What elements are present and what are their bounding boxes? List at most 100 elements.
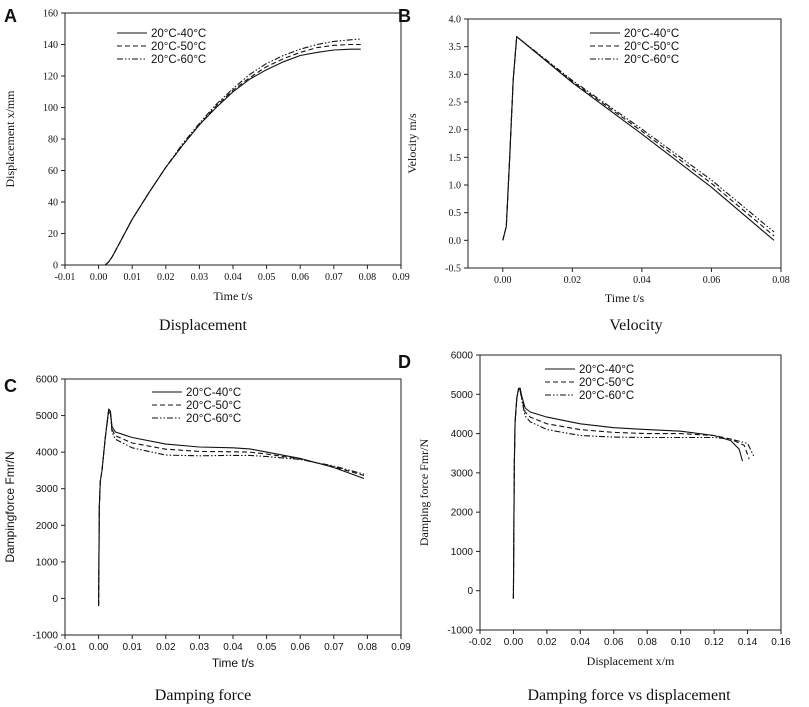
panel-b-x-axis-label: Time t/s	[605, 291, 645, 305]
panel-a-x-tick-label: 0.03	[191, 272, 209, 283]
panel-c-y-tick-label: -1000	[32, 631, 58, 642]
panel-b-x-tick-label: 0.04	[633, 275, 651, 286]
panel-c-y-tick-label: 3000	[36, 484, 59, 495]
panel-d-plot-frame	[479, 354, 782, 631]
panel-a-legend-label-3: 20°C-60°C	[151, 54, 206, 66]
panel-d-x-axis-label: Displacement x/m	[587, 654, 675, 668]
panel-d-y-tick-label: -1000	[447, 626, 473, 637]
panel-a-letter: A	[4, 6, 17, 26]
panel-a-plot-frame	[64, 12, 402, 266]
panel-c-series-line-2	[98, 409, 365, 606]
panel-c-x-tick-label: 0.00	[89, 642, 109, 653]
panel-a-x-tick-label: 0.07	[325, 272, 343, 283]
panel-a-y-tick-label: 20	[48, 229, 58, 240]
panel-a-y-tick-label: 80	[48, 135, 58, 146]
panel-a-x-tick-label: 0.05	[258, 272, 276, 283]
panel-d-x-tick-label: 0.10	[671, 637, 691, 648]
panel-c-series-line-3	[98, 410, 365, 606]
panel-d-x-tick-label: 0.04	[571, 637, 591, 648]
panel-b-legend-label-2: 20°C-50°C	[624, 41, 679, 53]
panel-b-legend-label-1: 20°C-40°C	[624, 28, 679, 40]
panel-b-y-tick-label: -0.5	[445, 264, 461, 275]
panel-b-y-tick-label: 1.0	[449, 181, 462, 192]
panel-a-y-tick-label: 0	[53, 261, 58, 272]
panel-c-x-tick-label: 0.06	[290, 642, 310, 653]
panel-c-x-tick-label: 0.04	[223, 642, 243, 653]
panel-b-x-tick-label: 0.06	[703, 275, 721, 286]
panel-c-x-tick-label: 0.09	[391, 642, 411, 653]
panel-c-x-tick-label: 0.03	[190, 642, 210, 653]
panel-a-x-tick-label: -0.01	[55, 272, 76, 283]
panel-b-x-tick-label: 0.02	[564, 275, 582, 286]
panel-a-series-line-2	[104, 43, 361, 266]
panel-d-caption: Damping force vs displacement	[527, 687, 731, 704]
panel-a-y-axis-label: Displacement x/mm	[3, 90, 17, 188]
panel-a-series-line-3	[104, 38, 361, 266]
panel-c-x-tick-label: 0.02	[156, 642, 176, 653]
panel-c-letter: C	[4, 376, 17, 396]
panel-a-y-tick-label: 120	[43, 72, 58, 83]
panel-d-x-tick-label: 0.08	[637, 637, 657, 648]
panel-d-x-tick-label: 0.06	[604, 637, 624, 648]
panel-b-legend-label-3: 20°C-60°C	[624, 54, 679, 66]
panel-d-legend-label-2: 20°C-50°C	[579, 377, 634, 389]
panel-a-x-tick-label: 0.02	[157, 272, 175, 283]
panel-b-y-tick-label: 0.5	[449, 208, 462, 219]
panel-c-x-tick-label: 0.01	[122, 642, 142, 653]
panel-c-x-tick-label: -0.01	[54, 642, 77, 653]
panel-c-y-tick-label: 6000	[36, 375, 59, 386]
panel-b-y-tick-label: 2.5	[449, 98, 462, 109]
panel-b-y-tick-label: 4.0	[449, 15, 462, 26]
panel-a-caption: Displacement	[159, 317, 248, 334]
panel-d-x-tick-label: 0.14	[738, 637, 758, 648]
panel-b-y-tick-label: 1.5	[449, 153, 462, 164]
panel-d-legend-label-3: 20°C-60°C	[579, 390, 634, 402]
panel-c-y-tick-label: 5000	[36, 411, 59, 422]
panel-d-y-tick-label: 5000	[451, 390, 474, 401]
panel-b-plot-frame	[467, 18, 782, 269]
panel-c-series-line-1	[98, 408, 365, 606]
panel-c-x-axis-label: Time t/s	[212, 656, 254, 670]
panel-a-y-tick-label: 100	[43, 103, 58, 114]
panel-a-y-tick-label: 160	[43, 9, 58, 20]
panel-c-y-tick-label: 1000	[36, 557, 59, 568]
panel-b-series-line-1	[502, 36, 775, 241]
panel-d-y-tick-label: 0	[467, 586, 473, 597]
panel-b-y-tick-label: 3.5	[449, 42, 462, 53]
panel-d-x-tick-label: 0.16	[771, 637, 791, 648]
panel-a-x-tick-label: 0.01	[123, 272, 141, 283]
panel-b-series-line-3	[502, 36, 775, 241]
panel-d-letter: D	[398, 352, 411, 372]
panel-b-y-tick-label: 2.0	[449, 125, 462, 136]
panel-c-y-tick-label: 2000	[36, 521, 59, 532]
panel-d-x-tick-label: 0.00	[504, 637, 524, 648]
panel-a-x-tick-label: 0.06	[291, 272, 309, 283]
panel-a-x-axis-label: Time t/s	[213, 289, 253, 303]
panel-a-legend-label-1: 20°C-40°C	[151, 28, 206, 40]
panel-a-x-tick-label: 0.00	[90, 272, 108, 283]
panel-c-caption: Damping force	[155, 687, 251, 704]
panel-c-y-axis-label: Dampingforce Fmr/N	[3, 451, 17, 562]
panel-d-y-tick-label: 2000	[451, 508, 474, 519]
panel-b-y-tick-label: 3.0	[449, 70, 462, 81]
panel-c-x-tick-label: 0.07	[324, 642, 344, 653]
panel-a-y-tick-label: 140	[43, 40, 58, 51]
panel-c-y-tick-label: 4000	[36, 448, 59, 459]
panel-b-y-tick-label: 0.0	[449, 236, 462, 247]
panel-d-x-tick-label: -0.02	[469, 637, 492, 648]
panel-b-x-tick-label: 0.00	[494, 275, 512, 286]
panel-c-x-tick-label: 0.08	[358, 642, 378, 653]
panel-a-x-tick-label: 0.08	[359, 272, 377, 283]
panel-d-series-line-1	[512, 387, 744, 599]
panel-a-x-tick-label: 0.04	[224, 272, 242, 283]
panel-d-series-line-2	[512, 388, 750, 599]
panel-d-y-tick-label: 3000	[451, 468, 474, 479]
panel-d-legend-label-1: 20°C-40°C	[579, 364, 634, 376]
panel-b-letter: B	[398, 6, 411, 26]
panel-c-y-tick-label: 0	[52, 594, 58, 605]
panel-a-y-tick-label: 60	[48, 166, 58, 177]
panel-d-y-tick-label: 6000	[451, 351, 474, 362]
panel-d-y-tick-label: 4000	[451, 429, 474, 440]
panel-a-legend-label-2: 20°C-50°C	[151, 41, 206, 53]
